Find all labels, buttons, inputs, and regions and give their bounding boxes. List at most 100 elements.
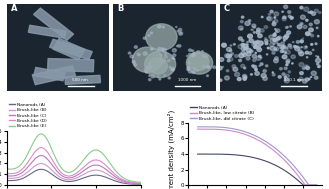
Circle shape — [254, 45, 258, 49]
Circle shape — [241, 43, 244, 46]
Circle shape — [150, 48, 153, 50]
Circle shape — [243, 44, 248, 48]
Circle shape — [262, 16, 263, 18]
Circle shape — [257, 48, 262, 52]
Circle shape — [242, 53, 247, 57]
Circle shape — [273, 43, 274, 45]
Circle shape — [148, 58, 167, 74]
Circle shape — [318, 66, 319, 67]
Circle shape — [305, 51, 309, 54]
Circle shape — [172, 49, 176, 52]
Circle shape — [191, 56, 193, 57]
Circle shape — [265, 42, 268, 45]
Circle shape — [243, 49, 245, 50]
Circle shape — [232, 65, 236, 68]
Circle shape — [237, 77, 241, 81]
Circle shape — [235, 72, 240, 76]
Bar — [65, 75, 100, 84]
Circle shape — [269, 43, 274, 47]
Circle shape — [207, 75, 209, 77]
Circle shape — [273, 34, 276, 36]
Circle shape — [299, 77, 303, 80]
Bar — [53, 38, 85, 60]
Circle shape — [178, 28, 182, 31]
Circle shape — [239, 37, 242, 40]
Circle shape — [188, 62, 190, 64]
Circle shape — [170, 67, 174, 70]
Circle shape — [286, 61, 290, 64]
Circle shape — [150, 32, 153, 34]
Circle shape — [219, 58, 224, 61]
Circle shape — [257, 28, 260, 31]
Circle shape — [306, 57, 308, 58]
Circle shape — [255, 68, 257, 71]
Circle shape — [218, 66, 222, 70]
Circle shape — [256, 46, 260, 49]
Circle shape — [172, 69, 174, 71]
Circle shape — [231, 53, 234, 55]
Circle shape — [306, 19, 308, 21]
Circle shape — [168, 77, 170, 79]
Circle shape — [284, 5, 288, 9]
Circle shape — [300, 40, 303, 43]
Circle shape — [226, 54, 231, 58]
Circle shape — [280, 67, 282, 70]
Circle shape — [267, 17, 270, 20]
Circle shape — [282, 48, 285, 51]
Circle shape — [284, 40, 285, 41]
Circle shape — [177, 45, 178, 47]
Circle shape — [308, 12, 310, 13]
Circle shape — [284, 67, 287, 70]
Circle shape — [252, 65, 254, 67]
Circle shape — [302, 67, 305, 69]
Circle shape — [234, 43, 235, 45]
Circle shape — [300, 40, 303, 43]
Circle shape — [246, 57, 250, 60]
Circle shape — [315, 20, 319, 24]
Circle shape — [274, 12, 279, 16]
Circle shape — [275, 30, 277, 32]
Text: 500 nm: 500 nm — [72, 78, 89, 82]
Circle shape — [202, 55, 204, 57]
Circle shape — [302, 38, 303, 39]
Circle shape — [295, 46, 300, 51]
Circle shape — [300, 6, 303, 9]
Circle shape — [253, 26, 256, 28]
Circle shape — [222, 66, 223, 67]
Circle shape — [266, 65, 268, 67]
Circle shape — [226, 70, 229, 72]
Circle shape — [230, 55, 232, 57]
Circle shape — [281, 46, 285, 49]
Circle shape — [137, 53, 140, 56]
Circle shape — [254, 46, 256, 48]
Circle shape — [179, 32, 183, 35]
Circle shape — [285, 50, 290, 54]
Circle shape — [189, 53, 191, 56]
Circle shape — [177, 30, 179, 32]
Circle shape — [290, 26, 291, 27]
Circle shape — [285, 35, 289, 38]
Circle shape — [244, 67, 246, 69]
Circle shape — [272, 23, 276, 26]
Circle shape — [318, 65, 320, 67]
Circle shape — [282, 17, 286, 21]
Circle shape — [312, 12, 316, 15]
Circle shape — [260, 29, 264, 32]
Circle shape — [315, 43, 317, 45]
Circle shape — [191, 50, 194, 52]
Text: 500.1 nm: 500.1 nm — [284, 78, 304, 82]
Circle shape — [288, 11, 291, 13]
Circle shape — [249, 51, 250, 52]
Circle shape — [255, 70, 256, 71]
Circle shape — [243, 53, 247, 56]
Circle shape — [274, 59, 278, 63]
Circle shape — [151, 49, 153, 50]
Circle shape — [207, 66, 210, 68]
Circle shape — [315, 76, 318, 79]
Circle shape — [313, 49, 314, 50]
Text: C: C — [224, 4, 230, 13]
Circle shape — [242, 74, 247, 78]
Circle shape — [222, 43, 226, 47]
Circle shape — [253, 41, 258, 45]
Circle shape — [309, 23, 312, 26]
